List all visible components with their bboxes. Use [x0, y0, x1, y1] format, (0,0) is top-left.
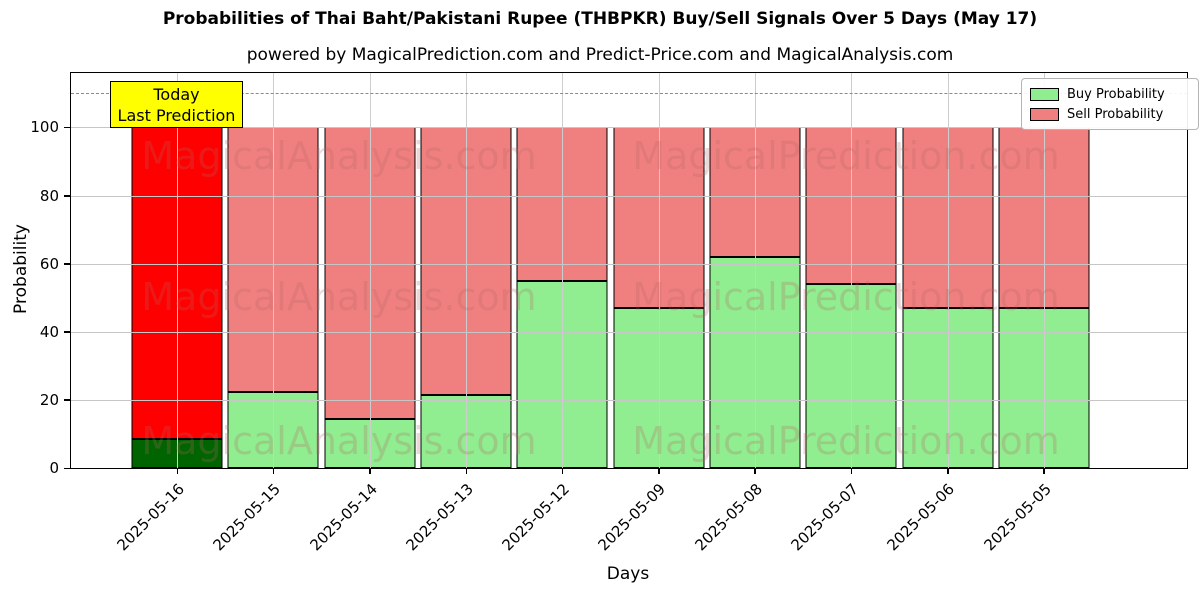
bar-slot [322, 73, 418, 468]
watermark-text: MagicalPrediction.com [632, 275, 1060, 319]
watermark-text: MagicalAnalysis.com [141, 134, 537, 178]
x-axis-label: Days [606, 564, 650, 584]
plot-area: 0 20 40 60 80 100 2025-05-16 2025-05-15 2025-05-… [30, 72, 1188, 554]
chart-subtitle: powered by MagicalPrediction.com and Pre… [246, 45, 954, 65]
watermark-text: MagicalPrediction.com [632, 134, 1060, 178]
v-gridline [754, 73, 756, 468]
v-gridline [466, 73, 468, 468]
x-tick-mark [850, 468, 853, 474]
y-tick-label: 40 [39, 322, 59, 341]
bar-slot [610, 73, 706, 468]
legend-entry-sell: Sell Probability [1030, 104, 1190, 124]
x-tick-label: 2025-05-05 [980, 480, 1055, 555]
watermark-text: MagicalAnalysis.com [141, 275, 537, 319]
v-gridline [369, 73, 371, 468]
x-tick-mark [947, 468, 949, 474]
y-tick-mark [64, 126, 70, 129]
y-tick-label: 60 [39, 254, 59, 273]
x-tick-label: 2025-05-16 [113, 480, 188, 555]
x-tick-mark [272, 468, 275, 474]
v-gridline [947, 73, 949, 468]
x-tick-label: 2025-05-12 [498, 480, 574, 555]
y-axis-label: Probability [11, 224, 31, 314]
y-tick-mark [64, 467, 70, 469]
annotation-line-1: Today [153, 84, 200, 104]
h-gridline [71, 399, 1187, 401]
legend-swatch-sell [1030, 107, 1059, 121]
y-tick-mark [64, 331, 70, 333]
bar-slot [129, 73, 225, 468]
x-tick-label: 2025-05-08 [691, 480, 766, 555]
y-tick-label: 80 [39, 186, 59, 205]
bar-slot [418, 73, 514, 468]
y-tick-mark [64, 399, 70, 401]
v-gridline [658, 73, 660, 468]
bar-slot [996, 73, 1092, 468]
v-gridline [851, 73, 853, 468]
h-gridline [71, 263, 1187, 265]
x-tick-label: 2025-05-07 [787, 480, 862, 555]
x-tick-mark [176, 468, 179, 474]
legend-label: Sell Probability [1067, 106, 1164, 122]
legend: Buy Probability Sell Probability [1021, 78, 1199, 130]
annotation-line-2: Last Prediction [117, 105, 236, 125]
v-gridline [562, 73, 564, 468]
bars-layer [71, 73, 1187, 468]
h-gridline [71, 331, 1187, 333]
x-tick-label: 2025-05-14 [306, 480, 381, 555]
v-gridline [273, 73, 275, 468]
x-tick-mark [754, 468, 756, 474]
watermark-text: MagicalAnalysis.com [141, 419, 537, 463]
y-tick-mark [64, 263, 70, 265]
x-tick-mark [465, 468, 468, 474]
x-tick-label: 2025-05-13 [402, 480, 477, 555]
y-tick-label: 0 [49, 459, 59, 477]
x-tick-label: 2025-05-09 [595, 480, 670, 555]
y-tick-label: 100 [30, 118, 59, 137]
y-tick-mark [64, 195, 70, 197]
watermark-text: MagicalPrediction.com [632, 419, 1060, 463]
v-gridline [177, 73, 179, 468]
x-tick-mark [369, 468, 371, 474]
bar-slot [514, 73, 610, 468]
bar-slot [225, 73, 321, 468]
bar-slot [707, 73, 803, 468]
h-gridline [71, 195, 1187, 197]
legend-swatch-buy [1030, 87, 1059, 101]
bar-slot [803, 73, 899, 468]
x-tick-mark [561, 468, 564, 474]
h-gridline [71, 127, 1187, 129]
v-gridline [1043, 73, 1045, 468]
threshold-dashed-line [71, 93, 1187, 95]
chart-title: Probabilities of Thai Baht/Pakistani Rup… [162, 9, 1038, 29]
legend-entry-buy: Buy Probability [1030, 84, 1190, 104]
today-annotation-box: Today Last Prediction [110, 81, 243, 128]
bar-slot [899, 73, 995, 468]
x-tick-mark [1043, 468, 1045, 474]
x-tick-mark [658, 468, 660, 474]
x-tick-label: 2025-05-06 [883, 480, 959, 555]
legend-label: Buy Probability [1067, 86, 1165, 102]
x-tick-label: 2025-05-15 [209, 480, 285, 555]
y-tick-label: 20 [39, 390, 59, 409]
